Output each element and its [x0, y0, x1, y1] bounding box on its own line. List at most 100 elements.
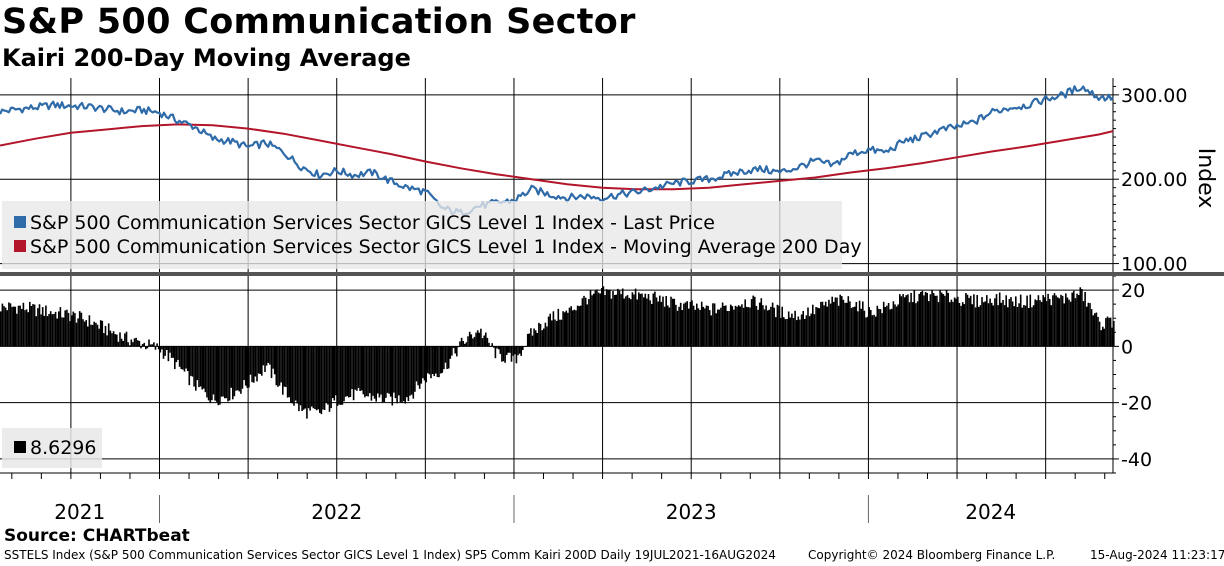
kairi-bar: [116, 334, 118, 347]
kairi-bar: [791, 313, 793, 347]
kairi-bar: [33, 304, 36, 347]
kairi-bar: [431, 346, 434, 374]
kairi-bar: [111, 333, 113, 347]
kairi-bar: [726, 311, 729, 347]
kairi-bar: [235, 346, 237, 391]
kairi-bar: [589, 290, 592, 347]
kairi-bar: [816, 307, 819, 347]
kairi-bar: [644, 293, 647, 347]
kairi-bar: [617, 288, 619, 347]
kairi-bar: [493, 346, 495, 348]
kairi-bar: [323, 346, 326, 410]
kairi-bar: [568, 307, 571, 347]
kairi-bar: [164, 346, 166, 356]
kairi-bar: [1032, 305, 1035, 347]
kairi-bar: [246, 346, 249, 388]
kairi-bar: [559, 319, 561, 347]
kairi-bar: [1076, 293, 1078, 347]
kairi-bar: [899, 294, 901, 347]
kairi-bar: [494, 346, 497, 359]
kairi-bar: [312, 346, 315, 409]
kairi-bar: [966, 294, 969, 347]
kairi-bar: [626, 295, 629, 347]
kairi-bar: [32, 304, 34, 347]
kairi-bar: [679, 302, 682, 347]
kairi-bar: [1108, 317, 1110, 347]
kairi-bar: [879, 309, 882, 347]
kairi-bar: [915, 303, 917, 347]
kairi-bar: [758, 302, 761, 347]
kairi-bar: [783, 317, 785, 347]
kairi-bar: [799, 319, 801, 347]
kairi-bar: [69, 321, 71, 347]
legend-swatch-moving-average: [14, 240, 26, 252]
kairi-bar: [273, 346, 276, 375]
kairi-bar: [1066, 297, 1069, 347]
kairi-bar: [717, 309, 719, 347]
kairi-bar: [971, 304, 974, 347]
kairi-bar: [752, 295, 754, 347]
kairi-bar: [963, 304, 966, 347]
kairi-bar: [594, 290, 597, 347]
kairi-bar: [212, 346, 215, 395]
kairi-bar: [845, 302, 848, 347]
kairi-bar: [591, 295, 593, 347]
kairi-bar: [87, 326, 89, 347]
kairi-bar: [766, 310, 769, 347]
kairi-bar: [623, 298, 626, 347]
kairi-bar: [665, 296, 667, 347]
kairi-bar: [945, 289, 948, 347]
kairi-bar: [813, 314, 816, 347]
kairi-bar: [699, 310, 701, 347]
kairi-bar: [1, 303, 4, 347]
kairi-bar: [357, 346, 360, 388]
kairi-bar: [433, 346, 435, 377]
kairi-bar: [515, 346, 518, 364]
last-price-line: [0, 85, 1114, 217]
kairi-bar: [654, 291, 656, 347]
kairi-bar: [812, 304, 814, 347]
kairi-bar: [103, 333, 105, 347]
kairi-bar: [291, 346, 294, 404]
kairi-bar: [926, 292, 928, 347]
kairi-bar: [789, 317, 792, 347]
kairi-bar: [528, 333, 531, 347]
legend-item-moving-average: S&P 500 Communication Services Sector GI…: [14, 236, 862, 258]
kairi-bar: [1092, 315, 1094, 347]
kairi-bar: [918, 293, 920, 347]
kairi-bar: [1071, 292, 1073, 347]
kairi-bar: [157, 346, 160, 350]
kairi-bars: [0, 286, 1115, 419]
kairi-bar: [1013, 306, 1015, 347]
kairi-bar: [655, 297, 658, 347]
kairi-bar: [360, 346, 363, 391]
kairi-bar: [531, 335, 534, 347]
kairi-bar: [225, 346, 228, 399]
kairi-bar: [1027, 308, 1030, 347]
kairi-bar: [601, 288, 603, 347]
kairi-bar: [621, 288, 624, 347]
kairi-bar: [928, 301, 930, 347]
kairi-bar: [837, 305, 840, 347]
kairi-bar: [452, 346, 455, 349]
kairi-bar: [441, 346, 444, 373]
kairi-bar: [296, 346, 299, 404]
kairi-bar: [80, 312, 83, 347]
kairi-bar: [159, 346, 162, 353]
kairi-bar: [887, 303, 890, 347]
kairi-bar: [481, 338, 484, 347]
kairi-bar: [93, 321, 95, 347]
kairi-bar: [514, 346, 516, 355]
kairi-bar: [786, 319, 788, 347]
kairi-bar: [839, 294, 841, 347]
kairi-bar: [465, 342, 468, 347]
kairi-bar: [976, 295, 978, 347]
kairi-bar: [961, 302, 964, 347]
kairi-bar: [438, 346, 440, 378]
kairi-bar: [389, 346, 392, 397]
kairi-bar: [998, 292, 1001, 347]
kairi-bar: [994, 298, 996, 347]
kairi-bar: [518, 346, 521, 354]
kairi-bar: [697, 308, 700, 347]
kairi-bar: [120, 338, 123, 347]
